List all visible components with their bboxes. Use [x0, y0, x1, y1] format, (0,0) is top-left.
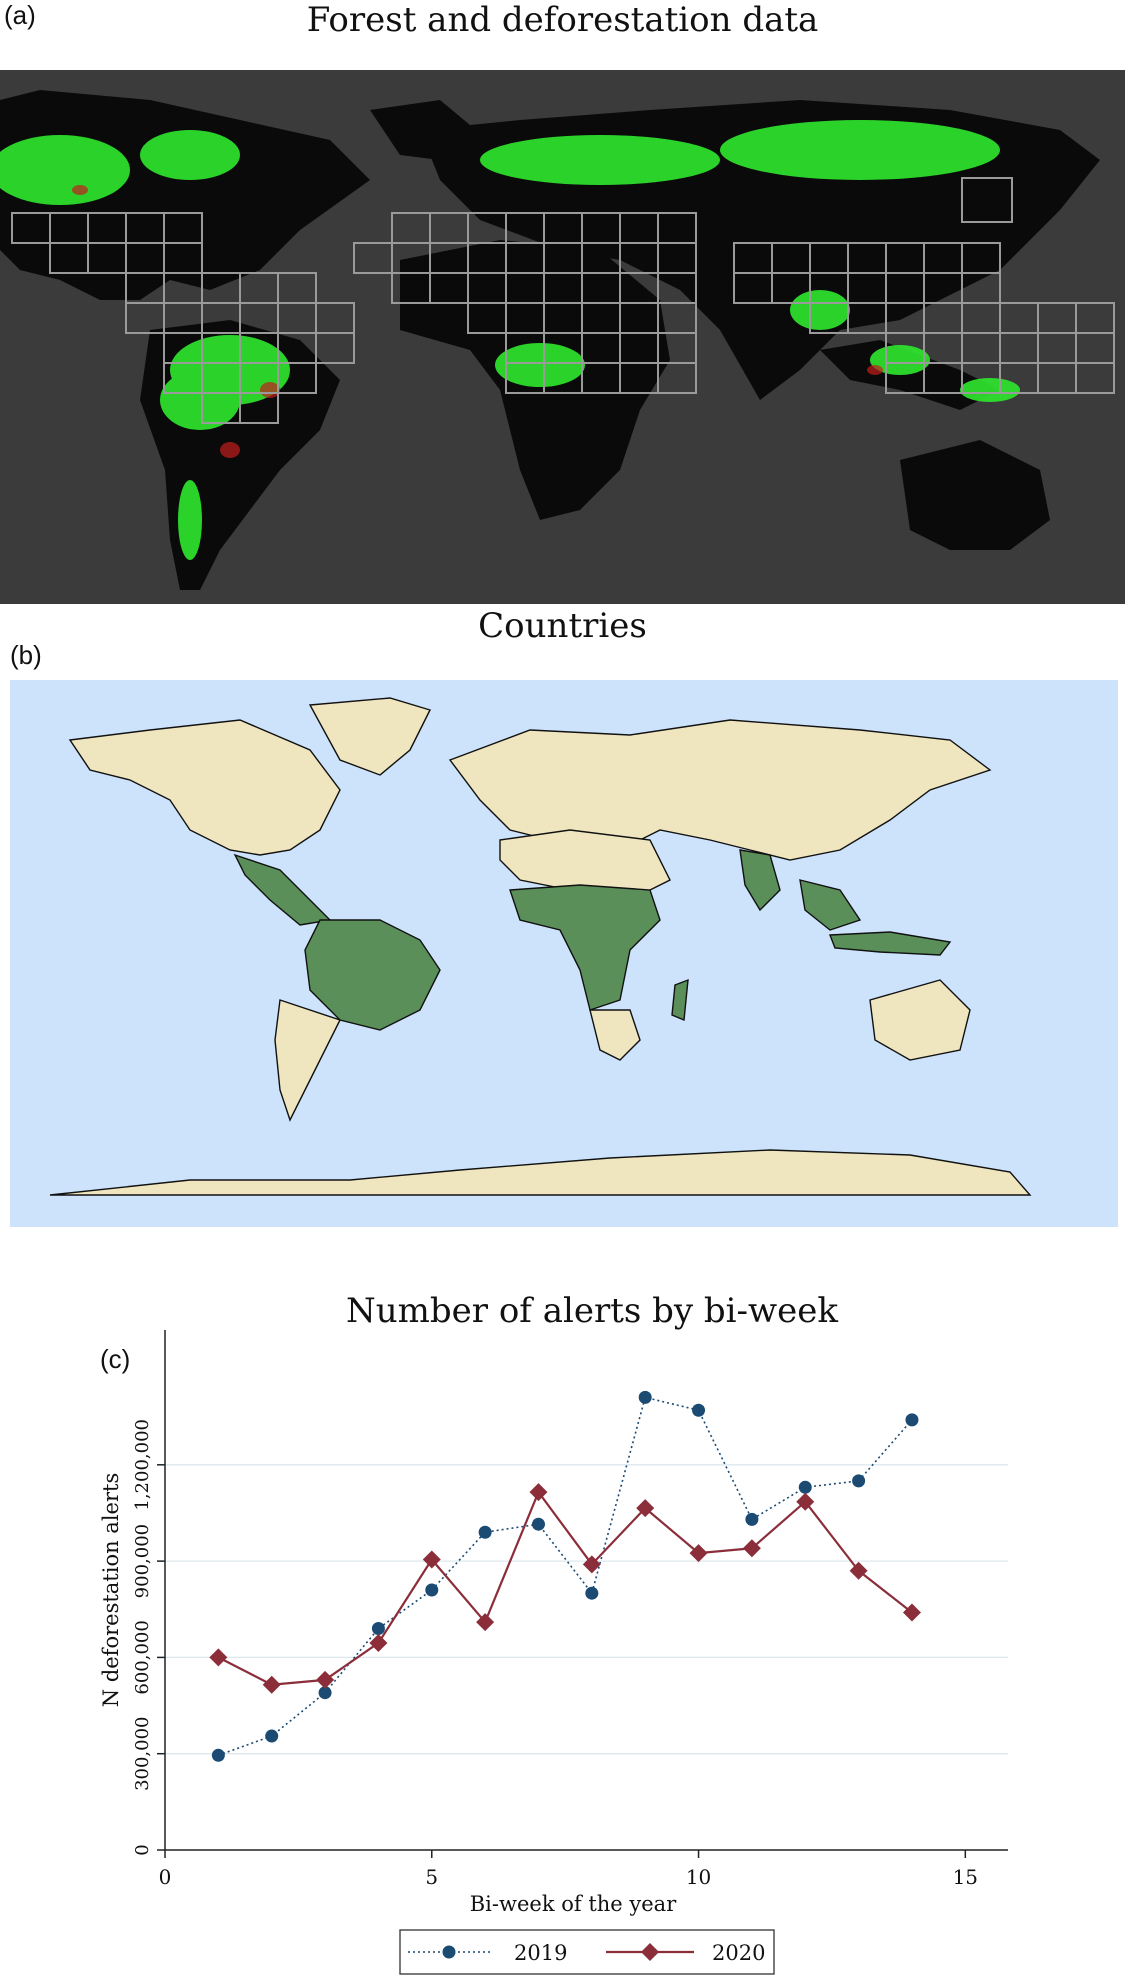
map-a-forest-cover — [0, 120, 1020, 560]
panel-a-title: Forest and deforestation data — [306, 0, 819, 40]
data-point-2020 — [636, 1499, 655, 1518]
x-ticks: 0 5 10 15 — [159, 1850, 978, 1889]
x-tick-label: 5 — [425, 1865, 438, 1889]
data-point-2020 — [849, 1561, 868, 1580]
data-point-2019 — [905, 1413, 919, 1427]
data-point-2019 — [692, 1403, 706, 1417]
data-point-2020 — [796, 1492, 815, 1511]
legend-marker-2019 — [442, 1945, 456, 1959]
data-point-2019 — [531, 1517, 545, 1531]
data-point-2019 — [745, 1512, 759, 1526]
countries-map — [10, 680, 1118, 1227]
data-point-2019 — [852, 1474, 866, 1488]
y-axis-label: N deforestation alerts — [99, 1473, 123, 1707]
data-point-2020 — [422, 1550, 441, 1569]
data-point-2019 — [425, 1583, 439, 1597]
data-point-2019 — [478, 1525, 492, 1539]
legend-marker-2020 — [641, 1943, 659, 1961]
data-point-2019 — [371, 1622, 385, 1636]
chart-legend: 2019 2020 — [399, 1929, 775, 1975]
x-tick-label: 0 — [159, 1865, 172, 1889]
chart-gridlines — [165, 1464, 1008, 1755]
map-a-tile-grid — [11, 177, 1115, 424]
alerts-line-chart: Number of alerts by bi-week (c) 0 300,000… — [99, 1291, 1008, 1975]
series-line-2020 — [217, 1489, 913, 1686]
legend-label-2020: 2020 — [712, 1941, 765, 1965]
data-point-2019 — [638, 1390, 652, 1404]
panel-b-title: Countries — [478, 606, 647, 646]
data-point-2019 — [265, 1729, 279, 1743]
data-point-2020 — [209, 1648, 228, 1667]
x-tick-label: 10 — [686, 1865, 711, 1889]
chart-series — [209, 1390, 921, 1762]
data-point-2020 — [902, 1603, 921, 1622]
x-tick-label: 15 — [953, 1865, 978, 1889]
data-point-2020 — [689, 1544, 708, 1563]
data-point-2019 — [318, 1686, 332, 1700]
legend-box — [399, 1929, 775, 1975]
map-b-other-countries — [49, 697, 1032, 1196]
data-point-2020 — [316, 1670, 335, 1689]
panel-b-label: (b) — [10, 640, 42, 670]
data-point-2019 — [211, 1748, 225, 1762]
data-point-2020 — [476, 1613, 495, 1632]
y-tick-label: 300,000 — [132, 1716, 153, 1790]
map-b-tropical-countries — [233, 849, 952, 1031]
data-point-2020 — [742, 1539, 761, 1558]
data-point-2019 — [585, 1586, 599, 1600]
legend-label-2019: 2019 — [514, 1941, 567, 1965]
data-point-2020 — [262, 1675, 281, 1694]
panel-a-label: (a) — [4, 0, 36, 30]
data-point-2019 — [798, 1480, 812, 1494]
series-line-2019 — [218, 1396, 913, 1757]
chart-title: Number of alerts by bi-week — [346, 1291, 838, 1331]
legend-items: 2019 2020 — [408, 1941, 765, 1965]
chart-panel-label: (c) — [100, 1344, 130, 1374]
data-point-2020 — [529, 1483, 548, 1502]
y-tick-label: 900,000 — [132, 1524, 153, 1598]
data-point-2020 — [582, 1555, 601, 1574]
y-tick-label: 600,000 — [132, 1620, 153, 1694]
x-axis-label: Bi-week of the year — [470, 1892, 677, 1916]
forest-deforestation-map — [0, 70, 1125, 604]
data-point-2020 — [369, 1633, 388, 1652]
y-tick-label: 0 — [132, 1844, 153, 1855]
y-tick-label: 1,200,000 — [132, 1419, 153, 1511]
y-ticks: 0 300,000 600,000 900,000 1,200,000 — [132, 1419, 165, 1856]
